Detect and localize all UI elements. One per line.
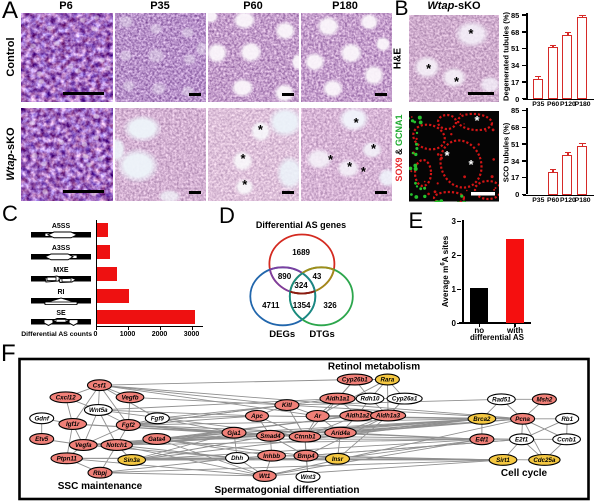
svg-text:E4f1: E4f1 xyxy=(475,436,489,443)
svg-text:Dhh: Dhh xyxy=(231,455,243,462)
svg-text:Rara: Rara xyxy=(381,377,395,384)
svg-text:Wnt5a: Wnt5a xyxy=(89,407,108,414)
svg-text:Cdc25a: Cdc25a xyxy=(533,457,556,464)
svg-text:Retinol metabolism: Retinol metabolism xyxy=(328,362,420,373)
svg-text:Wt1: Wt1 xyxy=(259,473,271,480)
svg-text:Rdh10: Rdh10 xyxy=(361,396,380,403)
svg-text:Insr: Insr xyxy=(332,456,344,463)
svg-text:Msh2: Msh2 xyxy=(536,396,552,403)
svg-text:Gata4: Gata4 xyxy=(148,436,166,443)
svg-text:Fgf2: Fgf2 xyxy=(122,422,136,429)
svg-text:SSC maintenance: SSC maintenance xyxy=(58,481,143,492)
svg-text:Smad4: Smad4 xyxy=(260,433,281,440)
svg-text:Cxcl12: Cxcl12 xyxy=(56,394,77,401)
svg-text:Ccnb1: Ccnb1 xyxy=(557,436,576,443)
svg-text:Arid4a: Arid4a xyxy=(330,430,351,437)
svg-text:Igf1r: Igf1r xyxy=(66,421,80,428)
svg-text:Etv5: Etv5 xyxy=(35,436,49,443)
svg-text:Rbpj: Rbpj xyxy=(93,470,107,477)
svg-text:Aldh1a1: Aldh1a1 xyxy=(324,396,350,403)
svg-text:Gja1: Gja1 xyxy=(227,430,241,437)
svg-text:Rad51: Rad51 xyxy=(492,396,511,403)
svg-text:Ctnnb1: Ctnnb1 xyxy=(294,434,316,441)
svg-text:Vegfa: Vegfa xyxy=(75,442,92,449)
svg-text:*: * xyxy=(444,148,450,163)
svg-text:Fgf9: Fgf9 xyxy=(151,415,165,422)
svg-text:Vegfb: Vegfb xyxy=(122,394,139,401)
svg-text:Cyp26b1: Cyp26b1 xyxy=(342,377,368,384)
svg-text:E2f1: E2f1 xyxy=(515,436,529,443)
svg-text:Csf1: Csf1 xyxy=(93,382,107,389)
svg-text:Aldh1a3: Aldh1a3 xyxy=(375,413,401,420)
svg-text:Pcna: Pcna xyxy=(515,416,530,423)
svg-text:Brca2: Brca2 xyxy=(473,416,491,423)
svg-text:Sirt1: Sirt1 xyxy=(496,457,510,464)
svg-text:Cyp26a1: Cyp26a1 xyxy=(392,396,418,403)
svg-text:Kitl: Kitl xyxy=(282,402,292,409)
svg-text:Cell cycle: Cell cycle xyxy=(501,468,548,479)
svg-text:Notch1: Notch1 xyxy=(106,442,128,449)
svg-text:Ar: Ar xyxy=(313,413,321,420)
svg-text:Inhbb: Inhbb xyxy=(263,453,280,460)
svg-text:Sin3a: Sin3a xyxy=(123,457,140,464)
svg-text:Spermatogonial differentiation: Spermatogonial differentiation xyxy=(214,485,359,496)
svg-text:*: * xyxy=(468,157,474,172)
svg-text:Rb1: Rb1 xyxy=(561,416,573,423)
svg-text:*: * xyxy=(474,113,480,128)
svg-text:Gdnf: Gdnf xyxy=(34,415,49,422)
svg-text:Bmp4: Bmp4 xyxy=(297,453,315,460)
svg-text:Aldh1a2: Aldh1a2 xyxy=(344,413,370,420)
svg-text:Apc: Apc xyxy=(250,413,263,420)
svg-text:Wnt3: Wnt3 xyxy=(300,474,316,481)
svg-text:Ptpn11: Ptpn11 xyxy=(57,455,78,462)
